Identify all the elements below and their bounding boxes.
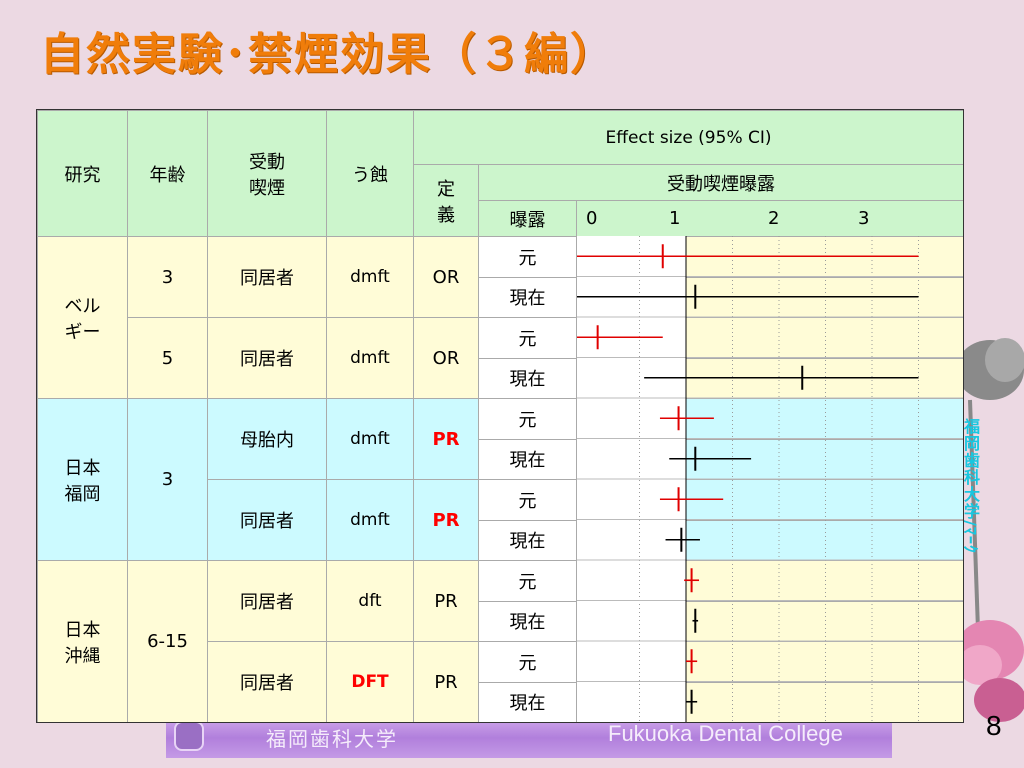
group-passive-smoking: 同居者: [207, 560, 327, 642]
row-exposure: 現在: [478, 357, 577, 399]
group-passive-smoking: 同居者: [207, 317, 327, 399]
group-passive-smoking: 同居者: [207, 641, 327, 723]
group-caries-index: dmft: [326, 236, 414, 318]
group-definition: PR: [413, 641, 479, 723]
group-definition: PR: [413, 398, 479, 480]
header-axis-ticks: 0 1 2 3: [575, 200, 965, 237]
tick-label: 2: [768, 208, 780, 229]
row-exposure: 元: [478, 479, 577, 521]
group-caries-index: dmft: [326, 479, 414, 561]
side-vertical-text: 福岡歯科大学/ﾏｰｸ: [961, 418, 980, 554]
group-passive-smoking: 母胎内: [207, 398, 327, 480]
page-number: 8: [986, 710, 1002, 741]
row-exposure: 元: [478, 236, 577, 278]
group-passive-smoking: 同居者: [207, 236, 327, 318]
header-passive-smoking: 受動 喫煙: [207, 110, 327, 237]
slide-title: 自然実験･禁煙効果（３編）: [40, 29, 616, 80]
row-exposure: 元: [478, 398, 577, 440]
header-study: 研究: [37, 110, 128, 237]
group-age: 5: [127, 317, 208, 399]
footer-college-name-en: Fukuoka Dental College: [608, 721, 843, 746]
row-exposure: 元: [478, 317, 577, 359]
header-age: 年齢: [127, 110, 208, 237]
study-age: 3: [127, 398, 208, 561]
row-exposure: 元: [478, 641, 577, 683]
row-exposure: 現在: [478, 519, 577, 561]
row-exposure: 現在: [478, 681, 577, 723]
study-age: 6-15: [127, 560, 208, 723]
header-effect-size: Effect size (95% CI): [412, 110, 965, 165]
group-caries-index: dmft: [326, 317, 414, 399]
group-caries-index: DFT: [326, 641, 414, 723]
table-row: 5 同居者 dmft OR 元: [38, 317, 965, 399]
tick-label: 3: [858, 208, 870, 229]
flower-decoration: [956, 338, 1024, 722]
group-passive-smoking: 同居者: [207, 479, 327, 561]
table-row: 日本 沖縄 6-15 同居者 dft PR 元: [37, 560, 965, 723]
study-country: 日本 福岡: [37, 398, 128, 561]
header-exposure-group: 受動喫煙曝露: [477, 164, 965, 201]
table-row: 同居者 DFT PR 元: [38, 641, 965, 723]
header-caries: う蝕: [326, 110, 414, 237]
header-exposure: 曝露: [478, 200, 577, 237]
row-exposure: 元: [478, 560, 577, 602]
forest-plot: [577, 236, 963, 722]
group-caries-index: dft: [326, 560, 414, 642]
group-definition: PR: [413, 479, 479, 561]
header-definition: 定 義: [413, 164, 479, 237]
group-age: 3: [127, 236, 208, 318]
study-country: 日本 沖縄: [37, 560, 128, 723]
tick-label: 1: [669, 208, 681, 229]
row-exposure: 現在: [478, 438, 577, 480]
tick-label: 0: [586, 208, 598, 229]
row-exposure: 現在: [478, 600, 577, 642]
group-definition: PR: [413, 560, 479, 642]
group-caries-index: dmft: [326, 398, 414, 480]
study-country: ベル ギー: [37, 236, 128, 399]
group-definition: OR: [413, 236, 479, 318]
college-logo-icon: [174, 721, 204, 751]
footer-college-name-jp: 福岡歯科大学: [266, 727, 398, 751]
row-exposure: 現在: [478, 276, 577, 318]
group-definition: OR: [413, 317, 479, 399]
